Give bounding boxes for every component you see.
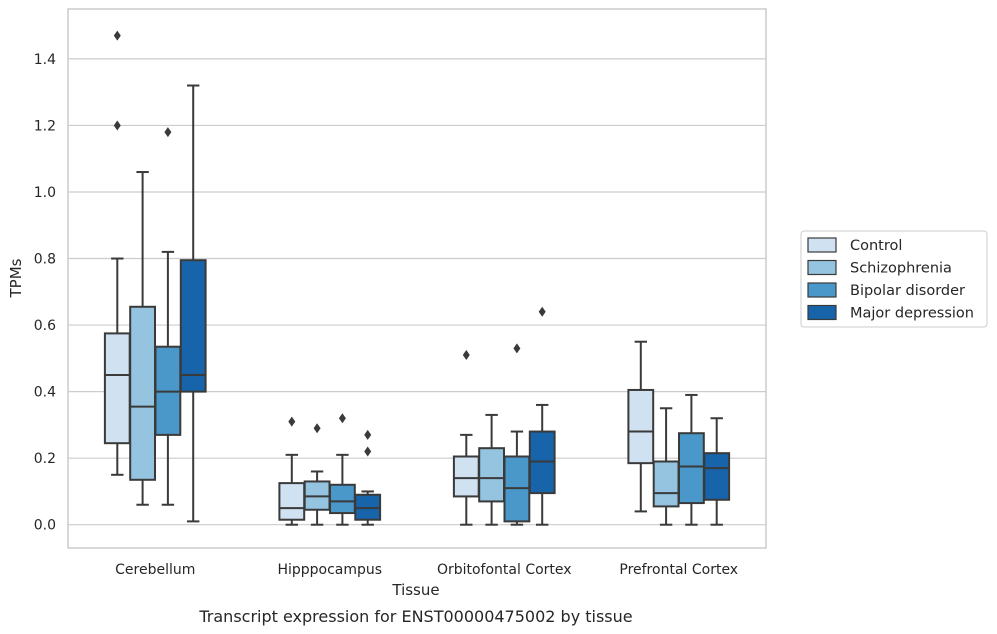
legend-swatch [807, 282, 837, 298]
legend-label: Control [850, 238, 902, 254]
x-tick-label: Hipppocampus [277, 562, 382, 578]
outlier-point [364, 429, 372, 440]
x-axis-label: Tissue [391, 581, 439, 599]
outlier-point [113, 30, 121, 41]
legend: Control Schizophrenia Bipolar disorder Majo… [800, 230, 988, 328]
box-0-0 [103, 30, 131, 476]
y-axis-label: TPMs [7, 258, 25, 298]
box-0-2 [154, 127, 182, 506]
box-2-0 [452, 350, 480, 526]
y-tick-label: 0.6 [34, 318, 56, 334]
x-tick-label: Orbitofontal Cortex [437, 562, 572, 578]
box-2-1 [478, 413, 505, 526]
y-tick-label: 0.2 [34, 451, 56, 467]
box-3-3 [703, 417, 731, 526]
outlier-point [338, 413, 346, 424]
box-0-1 [129, 171, 156, 506]
chart-caption: Transcript expression for ENST0000047500… [198, 607, 632, 626]
legend-swatch [807, 304, 837, 321]
plot-frame [67, 8, 767, 549]
y-tick-label: 0.0 [34, 518, 56, 534]
legend-swatch [807, 237, 837, 253]
x-tick-label: Cerebellum [115, 562, 195, 578]
legend-label: Bipolar disorder [850, 283, 965, 299]
y-tick-label: 1.4 [34, 52, 56, 68]
outlier-point [113, 120, 121, 131]
box-2-3 [528, 306, 556, 526]
y-tick-label: 1.2 [34, 118, 56, 134]
y-tick-label: 1.0 [34, 185, 56, 201]
box-body [478, 447, 505, 503]
legend-label: Major depression [850, 306, 974, 322]
box-body [179, 259, 207, 393]
box-body [678, 432, 705, 505]
box-0-3 [179, 84, 207, 523]
x-tick-labels: Cerebellum Hipppocampus Orbitofontal Corte… [115, 562, 738, 578]
outlier-point [462, 350, 470, 361]
legend-swatch [807, 259, 837, 276]
y-tick-label: 0.8 [34, 252, 56, 268]
gridlines [68, 58, 766, 526]
outlier-point [164, 127, 172, 138]
box-1-2 [329, 413, 356, 526]
outlier-point [288, 416, 296, 427]
box-body [652, 460, 680, 508]
outlier-point [538, 306, 546, 317]
box-body [329, 483, 356, 515]
box-body [103, 332, 131, 445]
outlier-point [364, 446, 372, 457]
box-body [129, 305, 156, 481]
box-3-0 [627, 340, 655, 513]
legend-frame [800, 230, 988, 328]
outlier-point [313, 423, 321, 434]
box-3-2 [678, 393, 705, 526]
legend-label: Schizophrenia [850, 261, 952, 277]
box-groups [103, 30, 731, 526]
y-tick-labels: 0.0 0.2 0.4 0.6 0.8 1.0 1.2 1.4 [34, 52, 56, 534]
box-1-1 [303, 423, 331, 526]
box-1-0 [278, 416, 306, 526]
box-body [627, 388, 655, 465]
box-3-1 [652, 407, 680, 526]
box-body [452, 455, 480, 498]
box-body [278, 482, 306, 521]
box-body [703, 452, 731, 501]
y-tick-label: 0.4 [34, 385, 56, 401]
box-1-3 [354, 429, 382, 526]
outlier-point [513, 343, 521, 354]
x-tick-label: Prefrontal Cortex [619, 562, 738, 578]
box-2-2 [503, 343, 531, 526]
